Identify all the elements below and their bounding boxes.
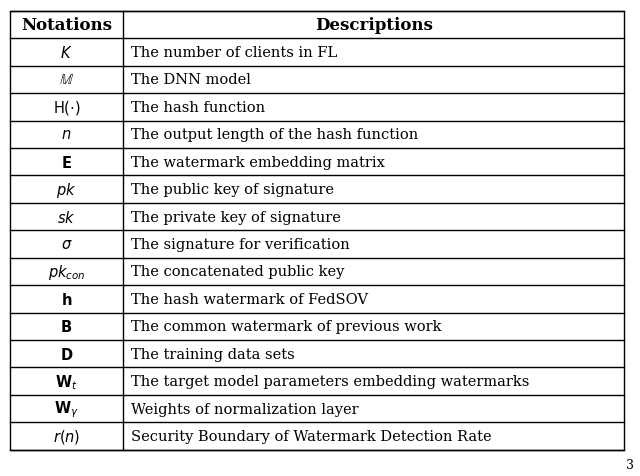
Text: $pk$: $pk$ [56,180,77,199]
Text: $\sigma$: $\sigma$ [61,238,72,251]
Text: $\mathbf{W}_{\gamma}$: $\mathbf{W}_{\gamma}$ [54,398,79,419]
Text: $\mathbf{B}$: $\mathbf{B}$ [60,318,72,335]
Text: Weights of normalization layer: Weights of normalization layer [131,402,358,416]
Text: The target model parameters embedding watermarks: The target model parameters embedding wa… [131,375,529,388]
Text: $r(n)$: $r(n)$ [52,427,80,445]
Text: The concatenated public key: The concatenated public key [131,265,344,279]
Text: $\mathbf{W}_t$: $\mathbf{W}_t$ [55,372,77,391]
Text: $\mathbb{M}$: $\mathbb{M}$ [59,73,74,87]
Text: $K$: $K$ [60,45,73,61]
Text: $\mathbf{h}$: $\mathbf{h}$ [61,291,72,307]
Text: $\mathbf{D}$: $\mathbf{D}$ [60,346,73,362]
Text: 3: 3 [626,458,634,471]
Text: The output length of the hash function: The output length of the hash function [131,128,418,142]
Text: The private key of signature: The private key of signature [131,210,341,224]
Text: The DNN model: The DNN model [131,73,251,87]
Text: $\mathrm{H}(\cdot)$: $\mathrm{H}(\cdot)$ [52,99,80,117]
Text: The public key of signature: The public key of signature [131,183,334,197]
Text: The hash watermark of FedSOV: The hash watermark of FedSOV [131,292,368,306]
Text: $pk_{con}$: $pk_{con}$ [48,262,85,281]
Text: Descriptions: Descriptions [315,17,433,34]
Text: $\mathbf{E}$: $\mathbf{E}$ [61,154,72,170]
Text: $n$: $n$ [61,128,72,142]
Text: The signature for verification: The signature for verification [131,238,349,251]
Text: The watermark embedding matrix: The watermark embedding matrix [131,156,385,169]
Text: Security Boundary of Watermark Detection Rate: Security Boundary of Watermark Detection… [131,429,492,443]
Text: The training data sets: The training data sets [131,347,294,361]
Text: The number of clients in FL: The number of clients in FL [131,46,337,60]
Text: The common watermark of previous work: The common watermark of previous work [131,320,442,334]
Text: $sk$: $sk$ [57,209,76,225]
Text: The hash function: The hash function [131,101,265,115]
Text: Notations: Notations [21,17,112,34]
